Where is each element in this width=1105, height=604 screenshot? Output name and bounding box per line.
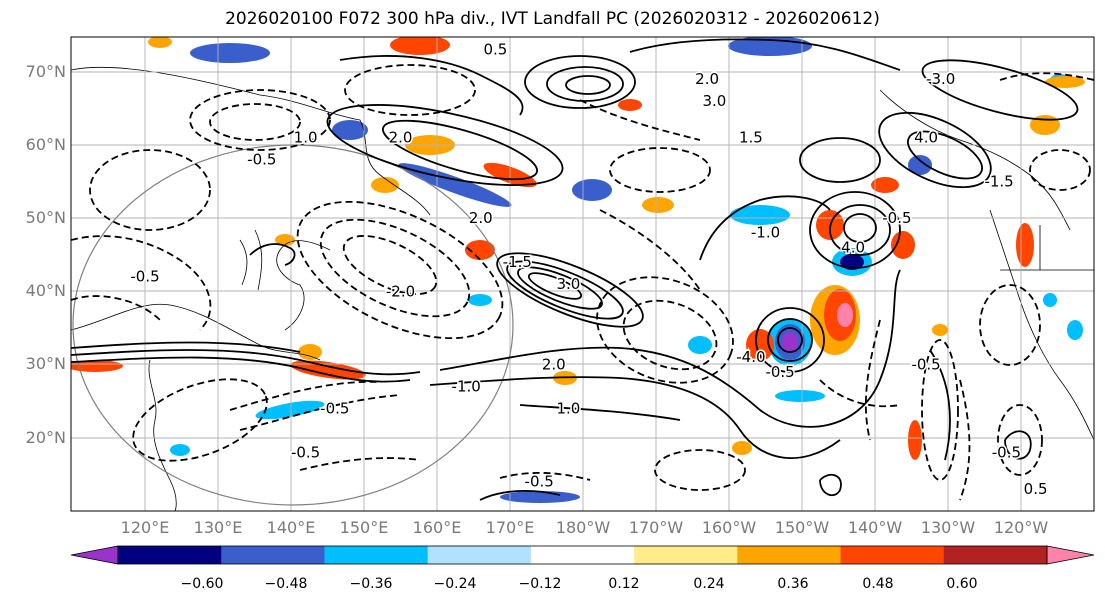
colorbar-segment <box>118 546 222 564</box>
colorbar <box>70 545 1095 565</box>
colorbar-segment <box>840 546 945 564</box>
contour-label: 1.0 <box>294 128 318 146</box>
contour-label: -1.5 <box>503 253 532 271</box>
contour-label: -1.5 <box>984 172 1013 190</box>
colorbar-tick-label: 0.36 <box>777 576 809 592</box>
colorbar-segment <box>324 546 429 564</box>
colorbar-extend-low <box>70 545 119 565</box>
colorbar-tick-label: −0.36 <box>349 576 393 592</box>
contour-label: 1.0 <box>556 399 580 417</box>
colorbar-segment <box>530 546 635 564</box>
colorbar-tick-label: 0.24 <box>693 576 725 592</box>
contour-label: 2.0 <box>389 128 413 146</box>
map-title: 2026020100 F072 300 hPa div., IVT Landfa… <box>225 9 880 29</box>
lat-label-30n: 30°N <box>25 354 66 373</box>
lon-label: 120°E <box>120 518 170 537</box>
colorbar-segment <box>943 546 1048 564</box>
contour-label: -0.5 <box>130 268 159 286</box>
contour-label: -3.0 <box>926 70 955 88</box>
contour-label: 0.5 <box>483 41 507 59</box>
contour-label: -1.0 <box>452 377 481 395</box>
lat-label-70n: 70°N <box>25 62 66 81</box>
colorbar-segment <box>737 546 842 564</box>
colorbar-tick-label: −0.60 <box>180 576 224 592</box>
contour-label: 1.5 <box>739 128 763 146</box>
colorbar-tick-label: −0.12 <box>518 576 562 592</box>
lon-label: 180°W <box>555 518 611 537</box>
lon-label: 150°E <box>339 518 389 537</box>
colorbar-tick-label: −0.48 <box>264 576 308 592</box>
contour-label: 3.0 <box>556 275 580 293</box>
contour-label: 4.0 <box>914 128 938 146</box>
contour-label: -2.0 <box>386 282 415 300</box>
lon-label: 160°E <box>412 518 462 537</box>
colorbar-tick-label: 0.48 <box>862 576 894 592</box>
colorbar-tick-label: 0.12 <box>608 576 640 592</box>
lat-label-50n: 50°N <box>25 208 66 227</box>
contour-label: 3.0 <box>702 92 726 110</box>
lat-label-60n: 60°N <box>25 135 66 154</box>
contour-label: -0.5 <box>992 443 1021 461</box>
contour-label: -1.0 <box>751 224 780 242</box>
lat-label-40n: 40°N <box>25 281 66 300</box>
contour-label: -0.5 <box>247 150 276 168</box>
coastlines <box>71 66 1094 511</box>
contour-label: -0.5 <box>320 399 349 417</box>
map-plot-area: 0.5 2.0 3.0 1.5 -0.5 2.0 1.0 2.0 -1.0 -1.5 -2.0 3.0… <box>71 37 1094 511</box>
contour-label: 2.0 <box>469 209 493 227</box>
negative-contours <box>71 64 1094 501</box>
colorbar-tick-label: −0.24 <box>433 576 477 592</box>
lat-label-20n: 20°N <box>25 428 66 447</box>
contour-label: -0.5 <box>291 443 320 461</box>
contour-label: -0.5 <box>525 473 554 491</box>
contour-labels: 0.5 2.0 3.0 1.5 -0.5 2.0 1.0 2.0 -1.0 -1.5 -2.0 3.0… <box>129 39 1049 499</box>
colorbar-segment <box>427 546 532 564</box>
contour-label: 2.0 <box>695 70 719 88</box>
colorbar-segment <box>634 546 738 564</box>
colorbar-tick-label: 0.60 <box>946 576 978 592</box>
lon-label: 130°W <box>920 518 976 537</box>
map-frame <box>70 36 1095 512</box>
contour-label: -0.5 <box>882 209 911 227</box>
contour-label: -0.5 <box>765 363 794 381</box>
lon-label: 170°W <box>628 518 684 537</box>
contour-label: -4.0 <box>736 348 765 366</box>
lon-label: 120°W <box>993 518 1049 537</box>
range-circle <box>72 144 514 506</box>
lon-label: 160°W <box>701 518 757 537</box>
contour-label: 4.0 <box>841 238 865 256</box>
lon-label: 150°W <box>774 518 830 537</box>
positive-contours <box>71 38 1079 501</box>
lon-label: 170°E <box>485 518 535 537</box>
contour-label: 0.5 <box>1024 480 1048 498</box>
lon-label: 140°W <box>847 518 903 537</box>
colorbar-segment <box>221 546 325 564</box>
lon-label: 140°E <box>266 518 316 537</box>
contour-label: -0.5 <box>911 356 940 374</box>
contour-label: 2.0 <box>542 356 566 374</box>
colorbar-extend-high <box>1046 545 1095 565</box>
lon-label: 130°E <box>193 518 243 537</box>
